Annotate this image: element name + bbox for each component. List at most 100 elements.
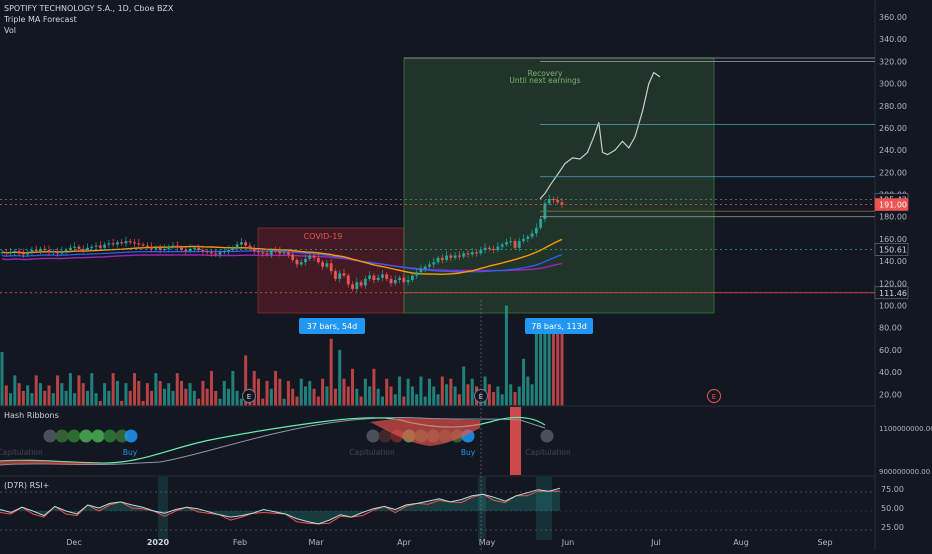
recovery-box [403,57,715,314]
indicator-volume[interactable]: Vol [4,26,16,35]
hash-signal-label: Capitulation [525,448,571,457]
hash-signal-dot [378,429,392,443]
volume-bar [329,338,333,406]
candle-body [321,262,325,267]
volume-bar [278,378,282,406]
hash-ribbons-title[interactable]: Hash Ribbons [4,411,59,420]
price-badge-label: 191.00 [879,201,907,210]
candle-body [64,250,68,252]
volume-bar [13,375,17,406]
symbol-title[interactable]: SPOTIFY TECHNOLOGY S.A., 1D, Cboe BZX [4,4,174,13]
candle-body [381,274,384,278]
volume-bar [539,333,543,406]
hash-signal-label: Capitulation [0,448,43,457]
candle-body [73,246,77,248]
volume-bar [312,388,316,406]
bars-range-label: 37 bars, 54d [307,322,358,331]
volume-bar [436,394,440,406]
volume-bar [304,386,308,406]
candle-body [308,255,312,259]
candle-body [351,284,354,289]
ma-orange-line [1,238,563,276]
candle-body [402,277,406,283]
volume-bar [269,388,273,406]
volume-bar [299,378,303,406]
candle-body [21,253,25,255]
candle-body [530,233,534,237]
volume-bar [34,375,38,406]
volume-bar [466,384,470,406]
volume-bar [4,385,8,406]
volume-bar [60,383,64,406]
time-tick-label: Sep [817,538,832,547]
volume-bar [120,400,124,406]
candle-body [359,282,363,286]
volume-bar [235,390,239,406]
hash-signal-dot [115,429,129,443]
volume-bar [500,394,504,406]
candle-body [496,246,500,251]
volume-bar [363,378,367,406]
candle-body [462,253,466,257]
rsi-title[interactable]: (D7R) RSI+ [4,481,50,490]
volume-bar [487,384,491,406]
time-tick-label: 2020 [147,538,170,547]
chart-legend[interactable]: SPOTIFY TECHNOLOGY S.A., 1D, Cboe BZX Tr… [4,3,173,36]
candle-body [34,250,38,252]
earnings-marker-label: E [247,393,251,401]
candle-body [4,252,8,254]
indicator-triple-ma[interactable]: Triple MA Forecast [4,15,77,24]
volume-bar [124,383,128,406]
candle-body [334,271,337,279]
candle-body [13,251,17,253]
time-tick-label: Feb [233,538,247,547]
volume-bar [64,390,68,406]
volume-bar [389,386,393,406]
volume-bar [111,373,115,406]
candle-body [299,262,303,265]
volume-bar [0,352,4,406]
volume-bar [325,386,329,406]
price-axis-layer[interactable]: 360.00 340.00 320.00 300.00 280.00 260.00 240.… [874,13,932,532]
candle-body [133,242,136,244]
volume-bar [393,394,397,406]
volume-bar [103,383,107,406]
volume-bar [368,386,372,406]
covid-box [257,227,405,314]
candle-body [94,245,98,247]
rsi-overbought-zone [158,477,168,540]
volume-bar [141,400,145,406]
candle-body [201,250,205,252]
volume-bar [77,375,81,406]
volume-bar [56,375,60,406]
price-tick-label: 40.00 [879,368,902,377]
candle-body [248,245,252,249]
earnings-marker [707,389,721,403]
hash-signal-dot [67,429,81,443]
hash-signal-dot [79,429,93,443]
time-axis-layer[interactable]: Dec 2020 Feb Mar Apr May Jun Jul Aug Sep [66,538,832,547]
volume-bar [556,327,560,406]
volume-bar [504,305,508,406]
volume-bar [43,390,47,406]
volume-bar [256,378,260,406]
candle-body [0,252,4,254]
candle-body [116,242,119,245]
volume-bar [308,380,312,406]
candle-body [141,244,145,246]
volume-bar [543,327,547,406]
forecast-layer [404,60,875,294]
candle-body [517,241,521,248]
candle-body [145,245,149,247]
volume-bar [171,390,175,406]
candle-body [137,243,141,245]
volume-layer [0,305,564,406]
volume-bar [218,398,222,406]
candle-body [453,255,457,258]
candle-body [522,238,525,242]
hash-signal-dot [43,429,57,443]
volume-bar [252,370,256,406]
ma-purple-line [1,254,563,272]
